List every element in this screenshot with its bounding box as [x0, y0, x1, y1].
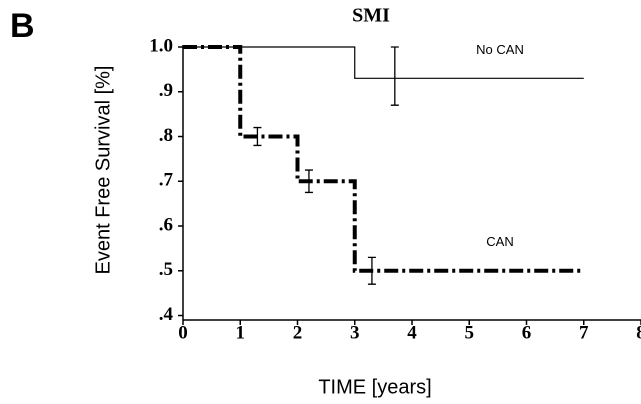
x-tick-label: 5 — [465, 322, 475, 343]
x-tick-label: 2 — [293, 322, 303, 343]
y-tick-label: .5 — [159, 259, 173, 280]
x-tick-label: 6 — [522, 322, 532, 343]
panel-letter: B — [10, 7, 35, 45]
x-tick-label: 0 — [178, 322, 188, 343]
y-tick-label: .6 — [159, 214, 173, 235]
x-tick-label: 7 — [579, 322, 589, 343]
x-tick-label: 3 — [350, 322, 360, 343]
x-tick-label: 4 — [407, 322, 417, 343]
error-bar — [304, 169, 313, 194]
y-tick-label: .9 — [159, 80, 173, 101]
error-bar — [253, 126, 262, 147]
y-tick-label: .8 — [159, 125, 173, 146]
error-bar — [367, 256, 376, 285]
y-tick-label: 1.0 — [149, 35, 173, 56]
y-tick-label: .4 — [159, 304, 174, 325]
x-axis-label: TIME [years] — [318, 376, 431, 398]
y-tick-label: .7 — [159, 170, 174, 191]
y-axis-label: Event Free Survival [%] — [92, 66, 114, 275]
x-tick-label: 1 — [236, 322, 246, 343]
series-label: No CAN — [476, 42, 524, 57]
error-bar — [390, 46, 399, 106]
survival-line — [183, 46, 584, 79]
chart-title: SMI — [352, 5, 390, 27]
x-tick-label: 8 — [636, 322, 641, 343]
survival-line — [183, 45, 584, 273]
series-label: CAN — [486, 234, 513, 249]
